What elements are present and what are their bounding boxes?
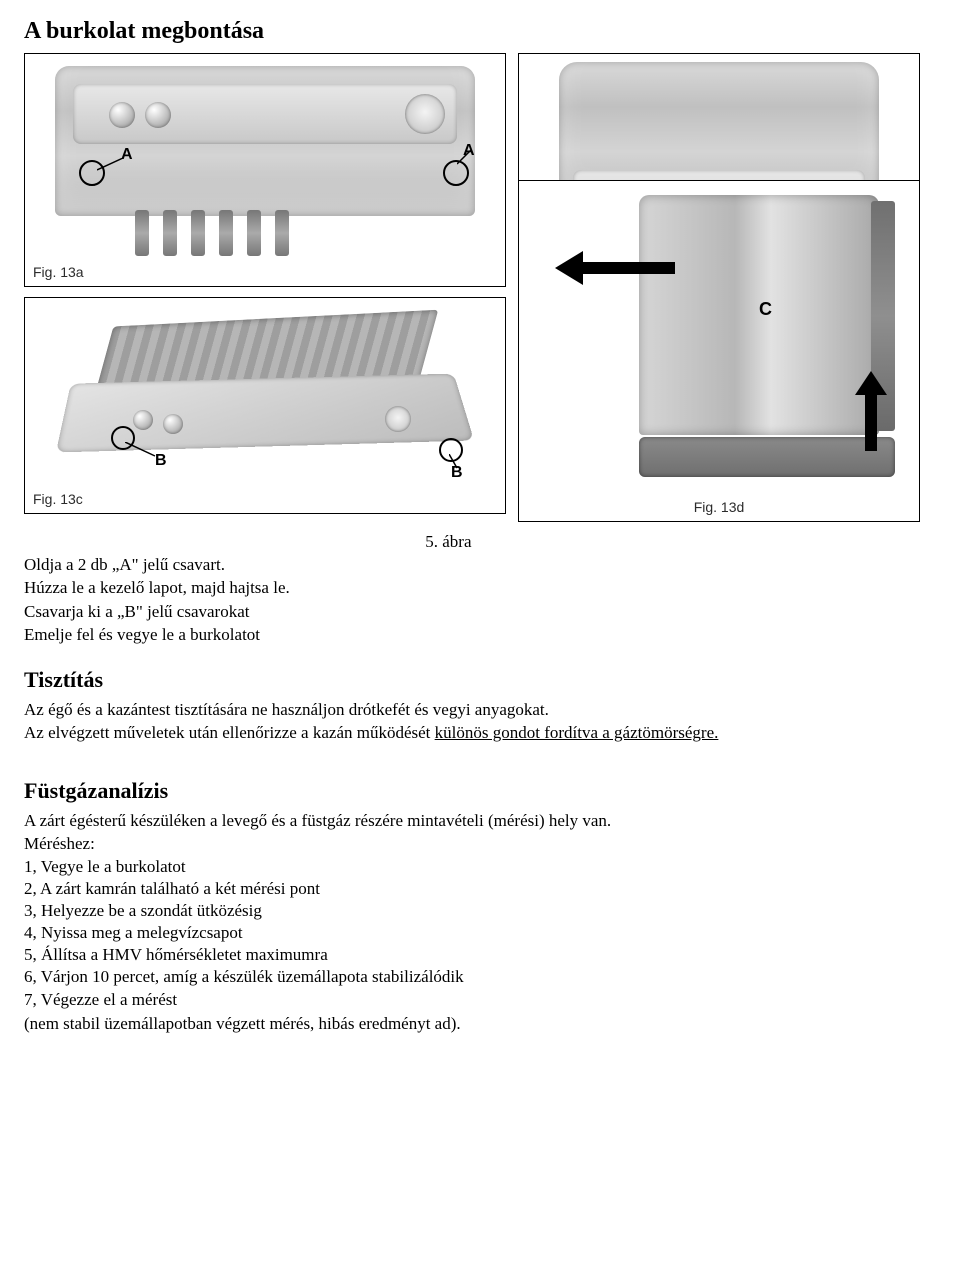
pipe xyxy=(163,210,177,256)
section-title-fustgaz: Füstgázanalízis xyxy=(24,778,936,804)
arrow-left-icon xyxy=(555,251,675,285)
callout-line-b-left xyxy=(125,442,159,460)
callout-line-b-right xyxy=(449,454,461,470)
tisztitas-p1: Az égő és a kazántest tisztítására ne ha… xyxy=(24,699,936,720)
tisztitas-p2-underline: különös gondot fordítva a gáztömörségre. xyxy=(435,723,719,742)
figure-row-2: B B Fig. 13c C Fig. 13d xyxy=(24,297,936,522)
figure-13c: B B Fig. 13c xyxy=(24,297,506,514)
pipes-13a xyxy=(135,210,289,256)
instruction-line-4: Emelje fel és vegye le a burkolatot xyxy=(24,624,936,645)
tisztitas-p2-prefix: Az elvégzett műveletek után ellenőrizze … xyxy=(24,723,435,742)
fustgaz-lead: Méréshez: xyxy=(24,833,936,854)
figure-13a: A A Fig. 13a xyxy=(24,53,506,287)
pipe xyxy=(247,210,261,256)
pipe xyxy=(191,210,205,256)
knob-13c-2 xyxy=(163,414,183,434)
fustgaz-step: 5, Állítsa a HMV hőmérsékletet maximumra xyxy=(24,944,936,966)
gauge-13a xyxy=(405,94,445,134)
fustgaz-intro: A zárt égésterű készüléken a levegő és a… xyxy=(24,810,936,831)
fustgaz-step: 4, Nyissa meg a melegvízcsapot xyxy=(24,922,936,944)
figure-caption: 5. ábra xyxy=(425,532,936,552)
instruction-line-2: Húzza le a kezelő lapot, majd hajtsa le. xyxy=(24,577,936,598)
fustgaz-steps: 1, Vegye le a burkolatot 2, A zárt kamrá… xyxy=(24,856,936,1011)
tisztitas-p2: Az elvégzett műveletek után ellenőrizze … xyxy=(24,722,936,743)
figure-label-13c: Fig. 13c xyxy=(33,491,83,507)
callout-line-a-left xyxy=(97,158,127,176)
fustgaz-step: 7, Végezze el a mérést xyxy=(24,989,936,1011)
gauge-13c xyxy=(385,406,411,432)
section-title-tisztitas: Tisztítás xyxy=(24,667,936,693)
figure-label-13d: Fig. 13d xyxy=(694,499,745,515)
fustgaz-step: 1, Vegye le a burkolatot xyxy=(24,856,936,878)
instruction-line-1: Oldja a 2 db „A" jelű csavart. xyxy=(24,554,936,575)
section-title-burkolat: A burkolat megbontása xyxy=(24,18,936,45)
callout-line-a-right xyxy=(457,150,477,166)
pipe xyxy=(135,210,149,256)
arrow-up-icon xyxy=(855,371,887,451)
knob-13a-2 xyxy=(145,102,171,128)
pipe xyxy=(219,210,233,256)
fustgaz-step: 6, Várjon 10 percet, amíg a készülék üze… xyxy=(24,966,936,988)
pipe xyxy=(275,210,289,256)
instruction-line-3: Csavarja ki a „B" jelű csavarokat xyxy=(24,601,936,622)
callout-letter-c: C xyxy=(759,299,772,320)
figure-13d: C Fig. 13d xyxy=(518,180,920,522)
fustgaz-step: 3, Helyezze be a szondát ütközésig xyxy=(24,900,936,922)
figure-label-13a: Fig. 13a xyxy=(33,264,84,280)
fustgaz-step: 2, A zárt kamrán található a két mérési … xyxy=(24,878,936,900)
knob-13a-1 xyxy=(109,102,135,128)
fustgaz-note: (nem stabil üzemállapotban végzett mérés… xyxy=(24,1013,936,1034)
